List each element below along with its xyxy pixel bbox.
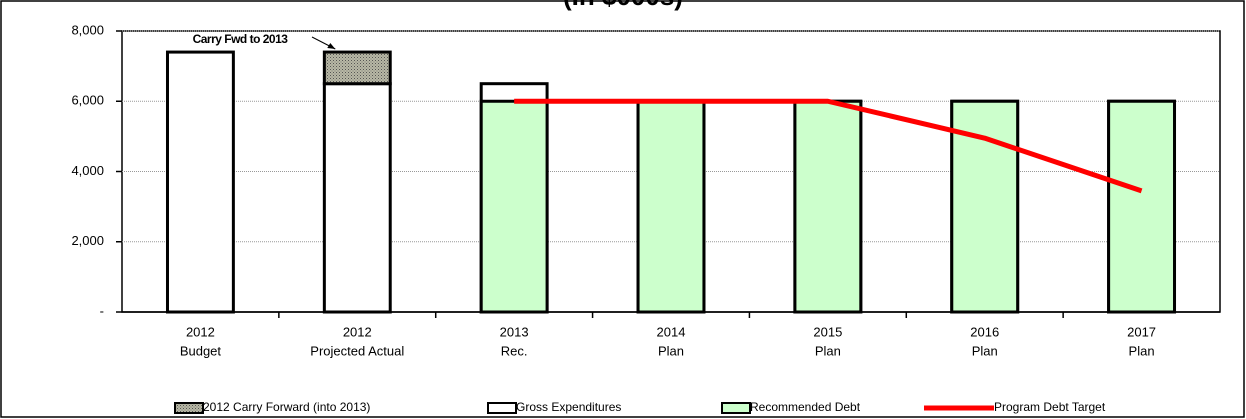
x-tick-label: 2015 — [813, 324, 842, 339]
annotation-arrowhead — [327, 43, 336, 49]
chart-title: (In $000s) — [563, 0, 683, 11]
x-tick-label: Plan — [815, 343, 841, 358]
legend-label: Recommended Debt — [750, 400, 861, 414]
x-tick-label: Projected Actual — [310, 343, 404, 358]
y-tick-label: - — [100, 303, 104, 318]
x-tick-label: Rec. — [501, 343, 528, 358]
bar — [165, 50, 235, 314]
legend-swatch — [174, 402, 204, 414]
x-tick-label: 2017 — [1127, 324, 1156, 339]
legend-swatch — [487, 402, 517, 414]
x-tick-label: Budget — [180, 343, 222, 358]
bar — [479, 99, 549, 314]
x-tick-label: 2013 — [500, 324, 529, 339]
legend-swatch — [721, 402, 751, 414]
legend-label: Program Debt Target — [994, 400, 1106, 414]
y-tick-label: 8,000 — [71, 22, 104, 37]
y-tick-label: 6,000 — [71, 93, 104, 108]
bar — [322, 82, 392, 314]
x-tick-label: 2014 — [657, 324, 686, 339]
x-tick-label: 2012 — [343, 324, 372, 339]
x-tick-label: 2016 — [970, 324, 999, 339]
line — [514, 98, 1143, 194]
bar — [793, 99, 863, 314]
y-tick-label: 2,000 — [71, 233, 104, 248]
x-tick-label: Plan — [1129, 343, 1155, 358]
bar — [636, 99, 706, 314]
annotation: Carry Fwd to 2013 — [193, 32, 289, 46]
legend-label: Gross Expenditures — [516, 400, 621, 414]
x-tick-label: 2012 — [186, 324, 215, 339]
y-tick-label: 4,000 — [71, 163, 104, 178]
x-tick-label: Plan — [658, 343, 684, 358]
x-tick-label: Plan — [972, 343, 998, 358]
legend-label: 2012 Carry Forward (into 2013) — [203, 400, 370, 414]
bar — [1107, 99, 1177, 314]
bar — [322, 50, 392, 86]
